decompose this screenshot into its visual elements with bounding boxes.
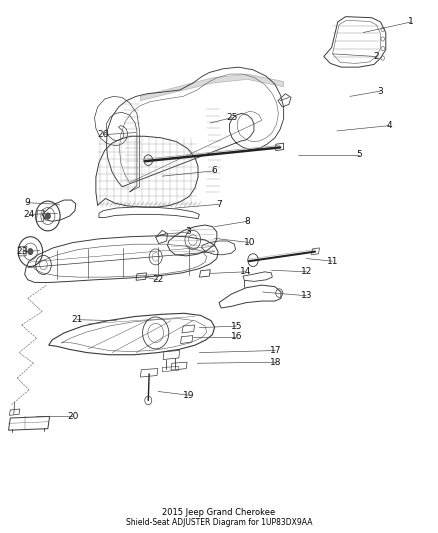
Text: 3: 3 bbox=[186, 228, 191, 237]
Text: 6: 6 bbox=[212, 166, 218, 175]
Text: 14: 14 bbox=[240, 268, 251, 276]
Text: 4: 4 bbox=[386, 121, 392, 130]
Circle shape bbox=[45, 213, 50, 219]
Text: 2015 Jeep Grand Cherokee: 2015 Jeep Grand Cherokee bbox=[162, 507, 276, 516]
Text: 15: 15 bbox=[231, 321, 242, 330]
Text: 16: 16 bbox=[231, 332, 242, 341]
Text: 26: 26 bbox=[98, 130, 109, 139]
Text: 8: 8 bbox=[244, 217, 250, 226]
Circle shape bbox=[28, 248, 33, 255]
Text: 24: 24 bbox=[24, 210, 35, 219]
Text: 20: 20 bbox=[67, 412, 78, 421]
Text: 3: 3 bbox=[378, 86, 383, 95]
Text: 9: 9 bbox=[24, 198, 30, 207]
Text: 23: 23 bbox=[17, 247, 28, 256]
Text: 10: 10 bbox=[244, 238, 255, 247]
Text: 21: 21 bbox=[71, 315, 83, 324]
Text: Shield-Seat ADJUSTER Diagram for 1UP83DX9AA: Shield-Seat ADJUSTER Diagram for 1UP83DX… bbox=[126, 518, 312, 527]
Text: 13: 13 bbox=[300, 291, 312, 300]
Text: 19: 19 bbox=[183, 391, 194, 400]
Text: 25: 25 bbox=[226, 113, 238, 122]
Text: 1: 1 bbox=[408, 18, 414, 27]
Text: 11: 11 bbox=[327, 257, 338, 265]
Polygon shape bbox=[141, 74, 284, 101]
Text: 18: 18 bbox=[270, 358, 282, 367]
Text: 5: 5 bbox=[356, 150, 362, 159]
Text: 17: 17 bbox=[270, 346, 282, 355]
Text: 7: 7 bbox=[216, 200, 222, 209]
Text: 22: 22 bbox=[152, 275, 163, 284]
Text: 12: 12 bbox=[300, 268, 312, 276]
Text: 2: 2 bbox=[373, 52, 379, 61]
